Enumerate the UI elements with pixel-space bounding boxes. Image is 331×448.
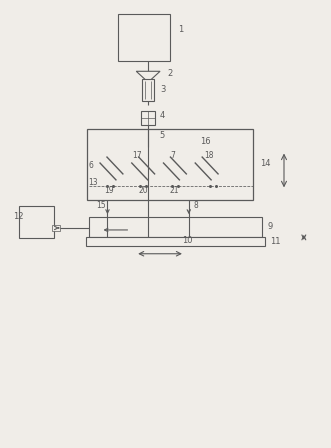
Text: 15: 15 — [97, 201, 106, 210]
Bar — [118, 14, 170, 61]
Text: 16: 16 — [200, 137, 210, 146]
Bar — [52, 225, 60, 231]
Bar — [89, 217, 262, 237]
Text: 20: 20 — [138, 186, 148, 195]
Bar — [86, 237, 265, 246]
Text: 7: 7 — [170, 151, 175, 160]
Text: 19: 19 — [105, 186, 114, 195]
Text: 18: 18 — [205, 151, 214, 160]
Text: 6: 6 — [89, 161, 94, 170]
Text: 2: 2 — [167, 69, 172, 78]
Bar — [19, 206, 54, 238]
Bar — [87, 129, 253, 200]
Bar — [144, 131, 154, 141]
Text: 14: 14 — [260, 159, 271, 168]
Text: 5: 5 — [159, 131, 164, 140]
Polygon shape — [136, 71, 160, 82]
Text: 10: 10 — [182, 237, 192, 246]
Text: 13: 13 — [89, 178, 98, 187]
Text: 3: 3 — [160, 85, 166, 94]
Text: 12: 12 — [13, 211, 24, 220]
Text: 9: 9 — [267, 223, 272, 232]
Bar — [142, 79, 154, 101]
Text: 4: 4 — [160, 112, 165, 121]
Text: 17: 17 — [132, 151, 142, 160]
Text: 11: 11 — [270, 237, 281, 246]
Text: 21: 21 — [170, 186, 179, 195]
Text: 1: 1 — [178, 25, 183, 34]
Bar — [141, 111, 155, 125]
Text: 8: 8 — [194, 201, 199, 210]
